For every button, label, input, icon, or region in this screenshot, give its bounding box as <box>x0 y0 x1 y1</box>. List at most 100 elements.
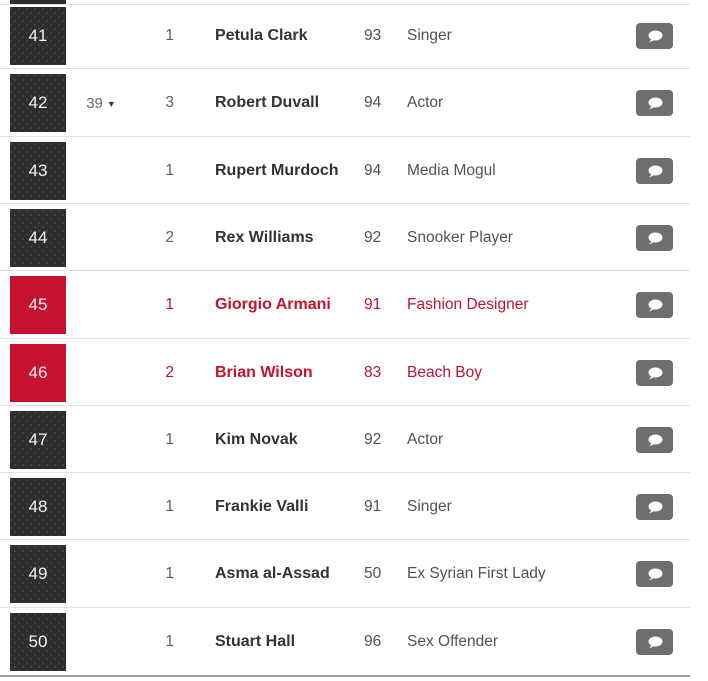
vote-count: 1 <box>165 27 174 44</box>
table-row: 49 1 Asma al-Assad 50 Ex Syrian First La… <box>10 545 690 603</box>
rank-number: 50 <box>28 632 48 651</box>
comment-button[interactable] <box>636 225 673 251</box>
comment-icon <box>648 299 663 311</box>
vote-count: 1 <box>165 296 174 313</box>
rank-number: 49 <box>28 564 48 583</box>
occupation-label: Snooker Player <box>407 229 513 246</box>
table-row: 48 1 Frankie Valli 91 Singer <box>10 478 690 536</box>
rank-cell: 46 <box>10 344 66 402</box>
comment-icon <box>648 501 663 513</box>
comment-icon <box>648 232 663 244</box>
comment-icon <box>648 97 663 109</box>
age-value: 92 <box>364 229 382 246</box>
table-row: 43 1 Rupert Murdoch 94 Media Mogul <box>10 142 690 200</box>
vote-count: 1 <box>165 565 174 582</box>
comment-button[interactable] <box>636 23 673 49</box>
rank-change-cell: 39 ▼ <box>66 95 136 112</box>
vote-count: 1 <box>165 633 174 650</box>
person-name: Brian Wilson <box>215 364 313 381</box>
vote-count: 1 <box>165 162 174 179</box>
person-name: Asma al-Assad <box>215 565 330 582</box>
person-name: Giorgio Armani <box>215 296 331 313</box>
rank-cell: 47 <box>10 411 66 469</box>
comment-button[interactable] <box>636 561 673 587</box>
age-value: 83 <box>364 364 382 381</box>
person-name: Rupert Murdoch <box>215 162 339 179</box>
person-name: Frankie Valli <box>215 498 309 515</box>
age-value: 96 <box>364 633 382 650</box>
table-row: 45 1 Giorgio Armani 91 Fashion Designer <box>10 276 690 334</box>
rank-cell: 42 <box>10 74 66 132</box>
occupation-label: Singer <box>407 498 452 515</box>
person-name: Kim Novak <box>215 431 298 448</box>
age-value: 93 <box>364 27 382 44</box>
occupation-label: Beach Boy <box>407 364 482 381</box>
table-row: 41 1 Petula Clark 93 Singer <box>10 7 690 65</box>
comment-button[interactable] <box>636 90 673 116</box>
age-value: 92 <box>364 431 382 448</box>
comment-button[interactable] <box>636 158 673 184</box>
down-triangle-icon: ▼ <box>106 98 116 109</box>
comment-icon <box>648 434 663 446</box>
vote-count: 2 <box>165 229 174 246</box>
occupation-label: Actor <box>407 94 444 111</box>
comment-icon <box>648 568 663 580</box>
person-name: Stuart Hall <box>215 633 296 650</box>
age-value: 94 <box>364 94 382 111</box>
occupation-label: Sex Offender <box>407 633 499 650</box>
person-name: Rex Williams <box>215 229 314 246</box>
table-row: 44 2 Rex Williams 92 Snooker Player <box>10 209 690 267</box>
table-row: 47 1 Kim Novak 92 Actor <box>10 411 690 469</box>
rank-cell: 44 <box>10 209 66 267</box>
vote-count: 3 <box>165 94 174 111</box>
row-divider <box>0 203 690 204</box>
comment-button[interactable] <box>636 427 673 453</box>
row-divider <box>0 68 690 69</box>
rank-cell: 43 <box>10 142 66 200</box>
person-name: Robert Duvall <box>215 94 320 111</box>
table-row: 50 1 Stuart Hall 96 Sex Offender <box>10 613 690 671</box>
vote-count: 2 <box>165 364 174 381</box>
comment-icon <box>648 636 663 648</box>
rank-number: 47 <box>28 430 48 449</box>
vote-count: 1 <box>165 431 174 448</box>
table-bottom-border <box>0 675 690 677</box>
occupation-label: Media Mogul <box>407 162 496 179</box>
rank-number: 46 <box>28 363 48 382</box>
occupation-label: Singer <box>407 27 452 44</box>
age-value: 94 <box>364 162 382 179</box>
row-divider <box>0 136 690 137</box>
comment-button[interactable] <box>636 629 673 655</box>
comment-icon <box>648 165 663 177</box>
row-divider <box>0 4 690 5</box>
comment-button[interactable] <box>636 360 673 386</box>
vote-count: 1 <box>165 498 174 515</box>
comment-icon <box>648 367 663 379</box>
rank-cell: 49 <box>10 545 66 603</box>
rank-cell: 41 <box>10 7 66 65</box>
person-name: Petula Clark <box>215 27 308 44</box>
comment-button[interactable] <box>636 292 673 318</box>
row-divider <box>0 270 690 271</box>
age-value: 50 <box>364 565 382 582</box>
table-row: 46 2 Brian Wilson 83 Beach Boy <box>10 344 690 402</box>
row-divider <box>0 472 690 473</box>
rank-number: 41 <box>28 26 48 45</box>
row-divider <box>0 405 690 406</box>
occupation-label: Fashion Designer <box>407 296 529 313</box>
row-divider <box>0 338 690 339</box>
rank-number: 43 <box>28 161 48 180</box>
previous-row-rank-fragment <box>10 0 66 4</box>
occupation-label: Actor <box>407 431 444 448</box>
rank-cell: 50 <box>10 613 66 671</box>
rank-cell: 48 <box>10 478 66 536</box>
rank-number: 44 <box>28 228 48 247</box>
row-divider <box>0 539 690 540</box>
comment-icon <box>648 30 663 42</box>
rank-number: 48 <box>28 497 48 516</box>
occupation-label: Ex Syrian First Lady <box>407 565 546 582</box>
previous-rank: 39 <box>86 94 103 112</box>
rank-cell: 45 <box>10 276 66 334</box>
comment-button[interactable] <box>636 494 673 520</box>
table-row: 42 39 ▼ 3 Robert Duvall 94 Actor <box>10 74 690 132</box>
